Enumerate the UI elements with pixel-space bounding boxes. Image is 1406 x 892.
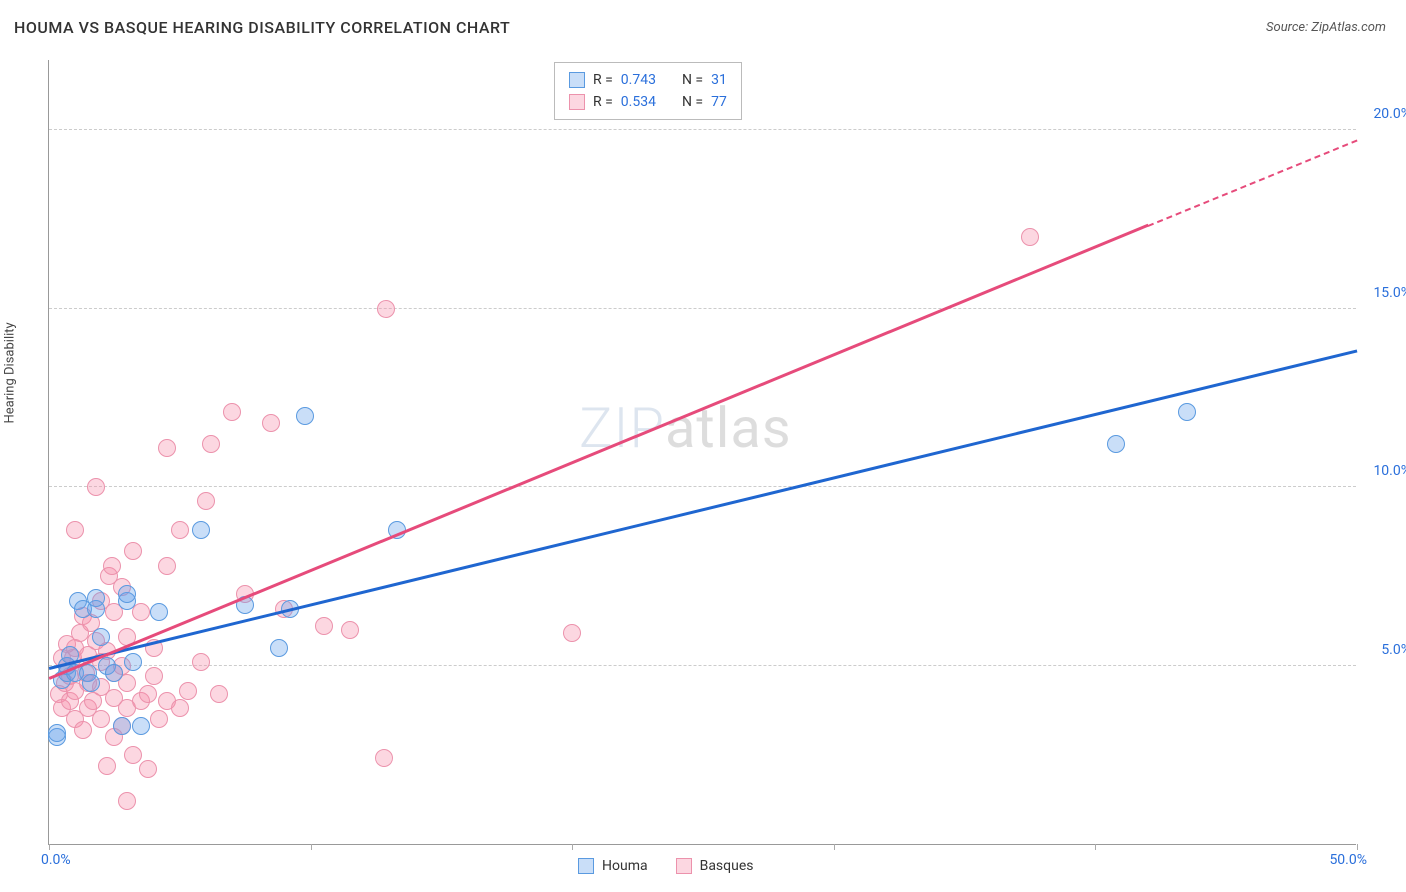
n-label: N = <box>682 69 703 91</box>
data-point <box>48 724 66 742</box>
data-point <box>1107 435 1125 453</box>
n-value: 31 <box>711 69 727 91</box>
n-label: N = <box>682 91 703 113</box>
data-point <box>563 624 581 642</box>
data-point <box>98 757 116 775</box>
r-value: 0.743 <box>621 69 656 91</box>
data-point <box>132 717 150 735</box>
data-point <box>179 682 197 700</box>
data-point <box>87 589 105 607</box>
data-point <box>124 653 142 671</box>
x-tick <box>1357 844 1358 850</box>
data-point <box>375 749 393 767</box>
y-axis-label: Hearing Disability <box>3 322 18 423</box>
legend-item: Houma <box>578 858 648 874</box>
legend-item: Basques <box>676 858 754 874</box>
legend-swatch <box>569 72 585 88</box>
data-point <box>82 674 100 692</box>
data-point <box>262 414 280 432</box>
data-point <box>118 792 136 810</box>
y-tick-label: 5.0% <box>1381 642 1406 658</box>
data-point <box>92 628 110 646</box>
y-tick-label: 15.0% <box>1373 285 1406 301</box>
legend-label: Houma <box>602 858 648 874</box>
data-point <box>150 603 168 621</box>
data-point <box>87 478 105 496</box>
trend-line <box>1147 139 1357 226</box>
data-point <box>118 585 136 603</box>
scatter-plot-area: ZIPatlas R =0.743N =31R =0.534N =77 5.0%… <box>48 60 1356 845</box>
legend-swatch <box>676 858 692 874</box>
data-point <box>150 710 168 728</box>
data-point <box>158 557 176 575</box>
data-point <box>296 407 314 425</box>
legend-row: R = 0.743 N = 31 <box>569 69 727 91</box>
x-tick <box>572 844 573 850</box>
data-point <box>139 760 157 778</box>
x-tick <box>311 844 312 850</box>
r-value: 0.534 <box>621 91 656 113</box>
x-tick <box>834 844 835 850</box>
legend-swatch <box>569 94 585 110</box>
x-tick-label: 50.0% <box>1307 852 1367 868</box>
data-point <box>197 492 215 510</box>
data-point <box>223 403 241 421</box>
x-tick <box>1095 844 1096 850</box>
chart-title: HOUMA VS BASQUE HEARING DISABILITY CORRE… <box>14 18 510 37</box>
data-point <box>74 721 92 739</box>
data-point <box>192 653 210 671</box>
data-point <box>270 639 288 657</box>
r-label: R = <box>593 91 613 113</box>
gridline <box>49 308 1356 309</box>
data-point <box>103 557 121 575</box>
data-point <box>377 300 395 318</box>
legend-swatch <box>578 858 594 874</box>
data-point <box>145 667 163 685</box>
data-point <box>124 542 142 560</box>
y-tick-label: 20.0% <box>1373 106 1406 122</box>
data-point <box>105 664 123 682</box>
x-tick <box>49 844 50 850</box>
gridline <box>49 129 1356 130</box>
legend-row: R = 0.534 N = 77 <box>569 91 727 113</box>
data-point <box>341 621 359 639</box>
y-tick-label: 10.0% <box>1373 463 1406 479</box>
series-legend: Houma Basques <box>578 858 753 874</box>
gridline <box>49 486 1356 487</box>
data-point <box>92 710 110 728</box>
data-point <box>113 717 131 735</box>
data-point <box>171 521 189 539</box>
data-point <box>124 746 142 764</box>
data-point <box>66 521 84 539</box>
data-point <box>315 617 333 635</box>
data-point <box>171 699 189 717</box>
data-point <box>158 439 176 457</box>
x-tick-label: 0.0% <box>41 852 71 868</box>
data-point <box>192 521 210 539</box>
data-point <box>1178 403 1196 421</box>
watermark-atlas: atlas <box>665 395 792 461</box>
n-value: 77 <box>711 91 727 113</box>
legend-label: Basques <box>700 858 754 874</box>
data-point <box>139 685 157 703</box>
data-point <box>202 435 220 453</box>
data-point <box>210 685 228 703</box>
correlation-legend: R = 0.743 N = 31 R = 0.534 N = 77 <box>554 62 742 120</box>
r-label: R = <box>593 69 613 91</box>
data-point <box>1021 228 1039 246</box>
watermark: ZIPatlas <box>579 395 792 461</box>
source-attribution: Source: ZipAtlas.com <box>1266 20 1386 35</box>
trend-line <box>49 349 1358 669</box>
gridline <box>49 665 1356 666</box>
